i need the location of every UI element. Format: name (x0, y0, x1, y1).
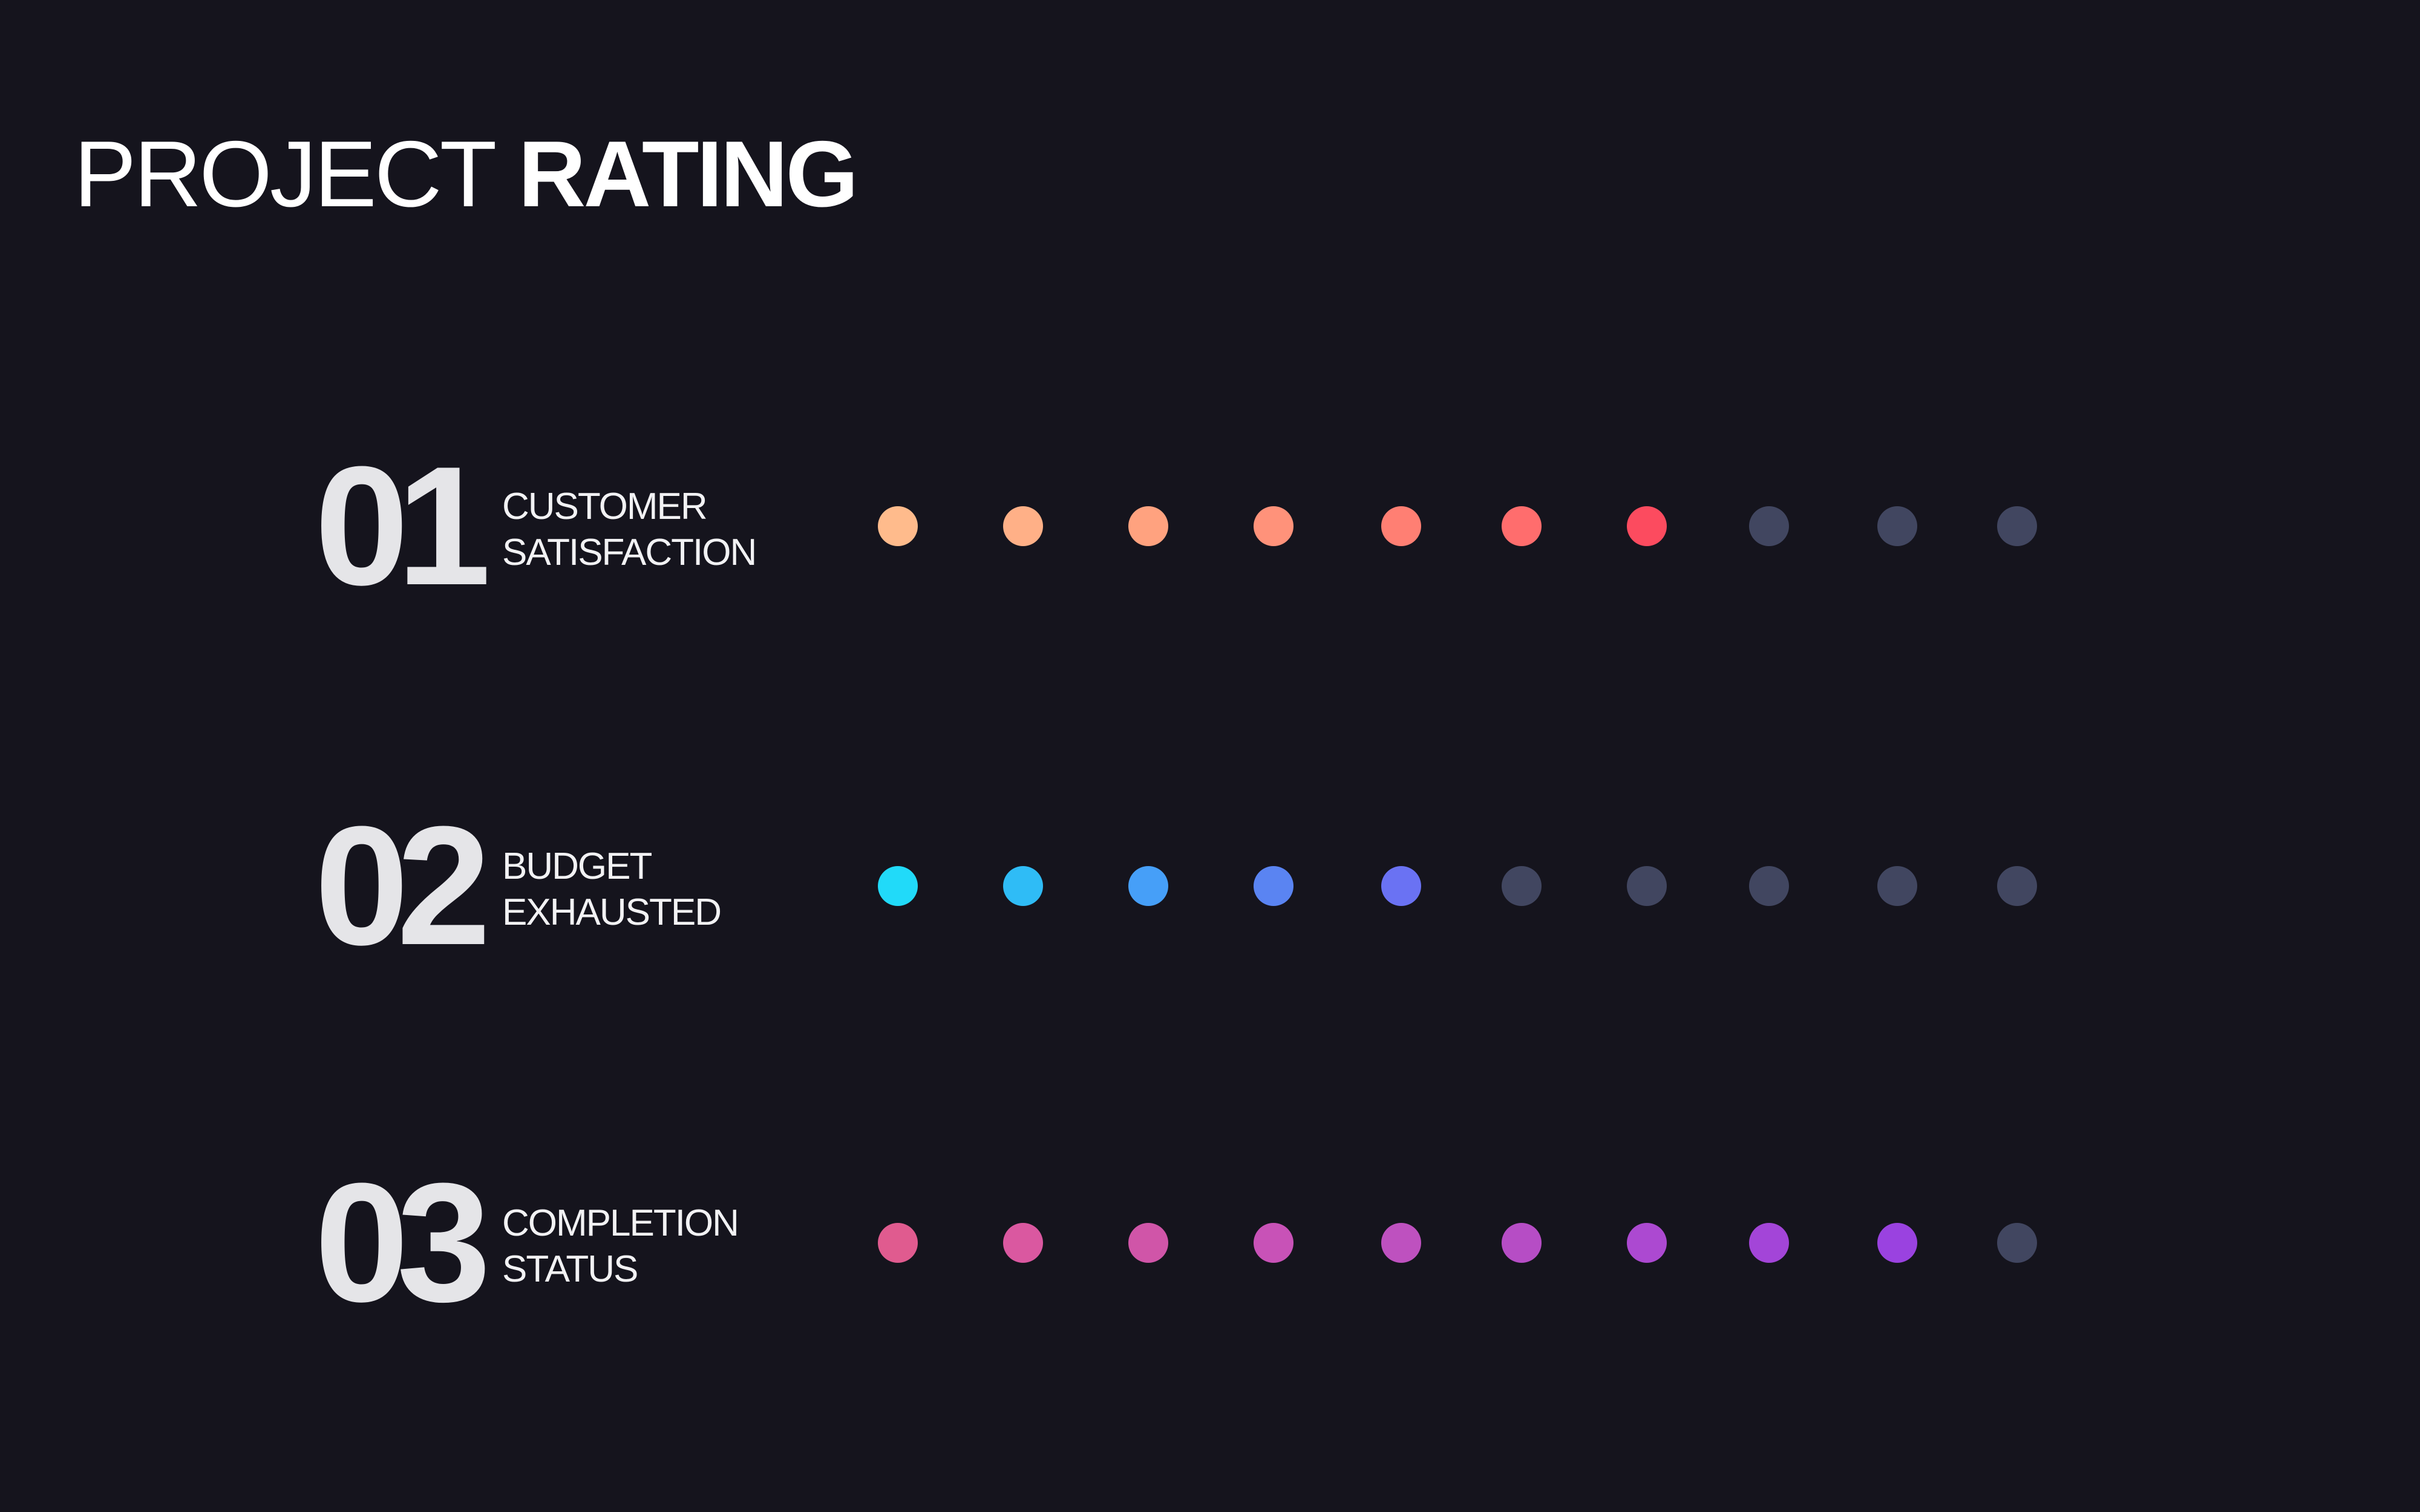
rating-dot-filled (1627, 1223, 1667, 1263)
rating-dot-filled (1381, 506, 1421, 546)
row-label: COMPLETION STATUS (502, 1201, 865, 1292)
rating-dots (0, 448, 2420, 605)
rating-dot-filled (878, 506, 918, 546)
title-light-text: PROJECT (74, 122, 497, 226)
title-bold-text: RATING (518, 122, 858, 226)
rating-row-customer-satisfaction: 01 CUSTOMER SATISFACTION (0, 432, 2420, 621)
rating-dot-filled (1381, 866, 1421, 906)
rating-dot-filled (1627, 506, 1667, 546)
row-label-line-2: EXHAUSTED (502, 891, 722, 933)
rating-dot-filled (1254, 1223, 1293, 1263)
row-number: 02 (315, 792, 491, 980)
rating-dot-filled (1254, 506, 1293, 546)
rating-dot-filled (1128, 506, 1168, 546)
rating-dot-filled (1003, 506, 1043, 546)
rating-dot-filled (878, 1223, 918, 1263)
rating-dot-filled (878, 866, 918, 906)
row-number: 03 (315, 1149, 491, 1337)
rating-dot-empty (1877, 506, 1917, 546)
row-label: CUSTOMER SATISFACTION (502, 484, 865, 576)
rating-dot-filled (1254, 866, 1293, 906)
row-number: 01 (315, 432, 491, 621)
rating-dots (0, 807, 2420, 965)
rating-dots (0, 1164, 2420, 1321)
rating-row-completion-status: 03 COMPLETION STATUS (0, 1149, 2420, 1337)
rating-dot-empty (1749, 506, 1789, 546)
rating-dot-filled (1128, 866, 1168, 906)
rating-dot-filled (1128, 1223, 1168, 1263)
row-label: BUDGET EXHAUSTED (502, 844, 865, 936)
row-label-line-2: SATISFACTION (502, 532, 757, 573)
page-title: PROJECT RATING (74, 127, 858, 221)
row-label-line-1: COMPLETION (502, 1202, 739, 1244)
rating-dot-filled (1003, 866, 1043, 906)
rating-dot-filled (1381, 1223, 1421, 1263)
row-label-line-1: CUSTOMER (502, 486, 708, 527)
rating-dot-filled (1749, 1223, 1789, 1263)
rating-dot-empty (1502, 866, 1542, 906)
row-label-line-2: STATUS (502, 1248, 638, 1290)
rating-dot-empty (1997, 1223, 2037, 1263)
rating-dot-filled (1502, 1223, 1542, 1263)
rating-dot-empty (1997, 506, 2037, 546)
rating-dot-empty (1877, 866, 1917, 906)
rating-dot-empty (1997, 866, 2037, 906)
row-label-line-1: BUDGET (502, 846, 652, 887)
rating-dot-filled (1003, 1223, 1043, 1263)
rating-dot-filled (1877, 1223, 1917, 1263)
rating-dot-empty (1749, 866, 1789, 906)
rating-dot-filled (1502, 506, 1542, 546)
rating-dot-empty (1627, 866, 1667, 906)
rating-row-budget-exhausted: 02 BUDGET EXHAUSTED (0, 792, 2420, 980)
